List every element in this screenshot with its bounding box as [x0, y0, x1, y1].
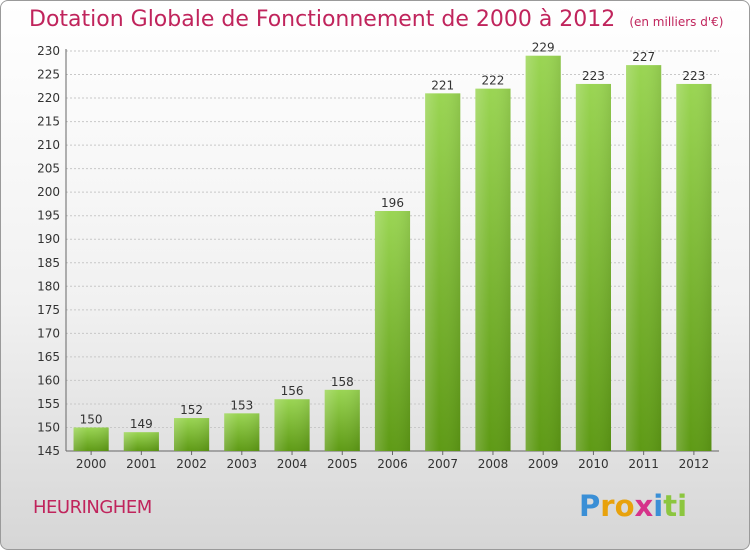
logo-letter: r [600, 489, 615, 523]
x-tick-label: 2003 [227, 457, 258, 471]
y-tick-label: 215 [37, 115, 60, 129]
data-label: 153 [230, 398, 253, 412]
bar-shade [374, 211, 411, 451]
bar-shade [676, 83, 712, 452]
data-label: 222 [482, 74, 505, 88]
chart-title: Dotation Globale de Fonctionnement de 20… [29, 7, 723, 32]
data-label: 223 [582, 69, 605, 83]
x-tick-label: 2004 [277, 457, 308, 471]
y-tick-label: 155 [37, 397, 60, 411]
y-tick-label: 200 [37, 185, 60, 199]
logo-letter: o [614, 489, 635, 523]
data-label: 227 [632, 50, 655, 64]
y-tick-label: 190 [37, 232, 60, 246]
x-tick-label: 2006 [377, 457, 408, 471]
y-tick-label: 165 [37, 350, 60, 364]
y-tick-label: 225 [37, 68, 60, 82]
y-tick-label: 205 [37, 162, 60, 176]
bar-shade [475, 88, 511, 451]
data-label: 156 [281, 384, 304, 398]
bar-shade [274, 399, 310, 451]
bar-shade [123, 432, 159, 451]
y-tick-label: 180 [37, 279, 60, 293]
y-tick-label: 175 [37, 303, 60, 317]
x-tick-label: 2001 [126, 457, 157, 471]
bar-shade [224, 413, 260, 451]
unit-label: (en milliers d'€) [629, 15, 724, 29]
data-label: 152 [180, 403, 203, 417]
proxiti-logo: Proxiti [579, 489, 687, 523]
y-tick-label: 220 [37, 91, 60, 105]
commune-name: HEURINGHEM [33, 497, 152, 518]
x-tick-label: 2012 [679, 457, 710, 471]
x-tick-label: 2011 [628, 457, 659, 471]
data-label: 158 [331, 375, 354, 389]
bar-shade [525, 55, 561, 452]
bar-shade [425, 93, 461, 452]
logo-letter: i [677, 489, 688, 523]
x-tick-label: 2005 [327, 457, 358, 471]
x-tick-label: 2010 [578, 457, 609, 471]
bar-shade [173, 418, 210, 451]
bar-shade [73, 427, 109, 451]
logo-letter: P [579, 489, 601, 523]
y-tick-label: 195 [37, 209, 60, 223]
title-text: Dotation Globale de Fonctionnement de 20… [29, 7, 616, 32]
logo-letter: i [653, 489, 664, 523]
x-tick-label: 2008 [478, 457, 509, 471]
bar-shade [626, 65, 662, 451]
x-tick-label: 2002 [176, 457, 207, 471]
data-label: 150 [80, 412, 103, 426]
logo-letter: x [634, 489, 654, 523]
bar-shade [324, 389, 360, 451]
y-tick-label: 170 [37, 326, 60, 340]
data-label: 223 [682, 69, 705, 83]
y-tick-label: 230 [37, 44, 60, 58]
data-label: 229 [532, 41, 555, 55]
data-label: 221 [431, 78, 454, 92]
data-label: 196 [381, 196, 404, 210]
data-label: 149 [130, 417, 153, 431]
bar-shade [575, 83, 612, 452]
y-tick-label: 210 [37, 138, 60, 152]
y-tick-label: 160 [37, 373, 60, 387]
y-tick-label: 150 [37, 420, 60, 434]
x-tick-label: 2009 [528, 457, 559, 471]
x-tick-label: 2007 [427, 457, 458, 471]
logo-letter: t [663, 489, 678, 523]
y-tick-label: 145 [37, 444, 60, 458]
y-tick-label: 185 [37, 256, 60, 270]
x-tick-label: 2000 [76, 457, 107, 471]
